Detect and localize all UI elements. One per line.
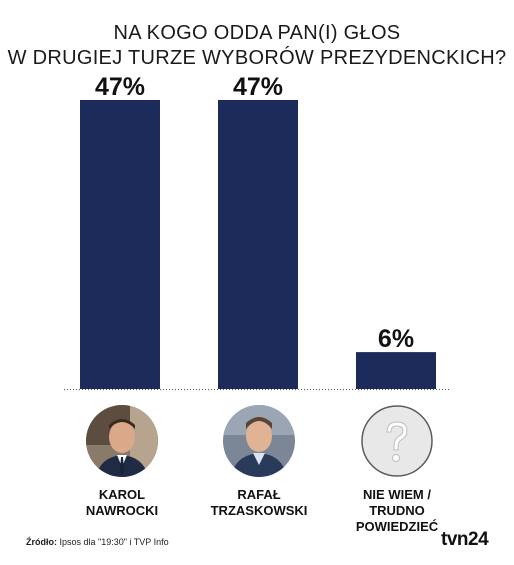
question-mark-icon xyxy=(361,405,433,477)
candidate-name-line: RAFAŁ xyxy=(237,487,281,502)
person-photo-icon xyxy=(86,405,158,477)
bar-chart: 47% 47% 6% xyxy=(64,73,450,390)
chart-title-line1: NA KOGO ODDA PAN(I) GŁOS xyxy=(113,22,401,44)
candidate-avatar-unknown xyxy=(361,405,433,477)
bar-value-label-2: 47% xyxy=(233,73,283,101)
candidate-name-unknown: NIE WIEM / TRUDNO POWIEDZIEĆ xyxy=(332,487,462,535)
candidate-name-line: POWIEDZIEĆ xyxy=(355,519,439,534)
tvn24-logo: tvn24 xyxy=(441,529,489,550)
bar-1 xyxy=(80,100,160,389)
candidate-avatar-trzaskowski xyxy=(223,405,295,477)
person-photo-icon xyxy=(223,405,295,477)
candidate-avatar-nawrocki xyxy=(86,405,158,477)
chart-title-line2: W DRUGIEJ TURZE WYBORÓW PREZYDENCKICH? xyxy=(7,47,507,69)
candidate-name-line: KAROL xyxy=(98,487,146,502)
source-note: Źródło: Ipsos dla "19:30" i TVP Info xyxy=(26,537,169,547)
source-text: Ipsos dla "19:30" i TVP Info xyxy=(57,537,169,547)
source-label: Źródło: xyxy=(26,537,57,547)
candidate-name-line: NIE WIEM / xyxy=(363,487,431,502)
bar-value-label-1: 47% xyxy=(95,73,145,101)
candidate-name-nawrocki: KAROL NAWROCKI xyxy=(57,487,187,519)
candidate-name-trzaskowski: RAFAŁ TRZASKOWSKI xyxy=(194,487,324,519)
bar-value-label-3: 6% xyxy=(378,325,414,353)
candidate-name-line: NAWROCKI xyxy=(85,503,159,518)
bar-3 xyxy=(356,352,436,389)
bar-2 xyxy=(218,100,298,389)
candidate-name-line: TRUDNO xyxy=(369,503,425,518)
candidate-name-line: TRZASKOWSKI xyxy=(210,503,308,518)
